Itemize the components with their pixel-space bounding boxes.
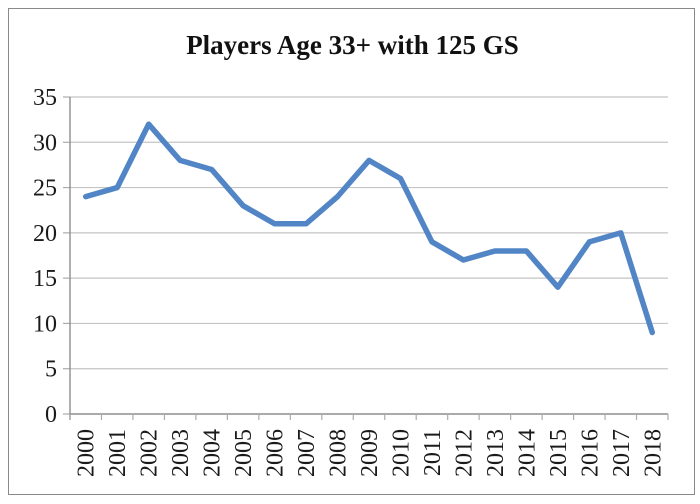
chart-title: Players Age 33+ with 125 GS <box>186 30 519 60</box>
y-axis-label: 10 <box>33 311 57 337</box>
y-axis-label: 0 <box>45 402 57 428</box>
x-axis-label: 2013 <box>483 429 509 477</box>
x-axis-label: 2010 <box>388 429 414 477</box>
y-axis-label: 30 <box>33 130 57 156</box>
x-axis-label: 2014 <box>514 429 540 477</box>
x-axis-label: 2009 <box>357 429 383 477</box>
x-axis-label: 2001 <box>105 429 131 477</box>
x-axis-label: 2007 <box>294 429 320 477</box>
y-axis-label: 15 <box>33 266 57 292</box>
x-axis-label: 2000 <box>74 429 100 477</box>
x-axis-label: 2008 <box>326 429 352 477</box>
x-axis-label: 2016 <box>577 429 603 477</box>
x-axis-label: 2002 <box>137 429 163 477</box>
y-axis-label: 5 <box>45 357 57 383</box>
x-axis-label: 2012 <box>451 429 477 477</box>
x-axis-label: 2004 <box>200 429 226 477</box>
x-axis-label: 2018 <box>640 429 666 477</box>
x-axis-label: 2005 <box>231 429 257 477</box>
y-axis-label: 25 <box>33 176 57 202</box>
y-axis-label: 20 <box>33 221 57 247</box>
x-axis-label: 2011 <box>420 429 446 476</box>
x-axis-label: 2017 <box>609 429 635 477</box>
x-axis-label: 2003 <box>168 429 194 477</box>
data-series-line <box>82 121 656 336</box>
x-axis-label: 2015 <box>546 429 572 477</box>
x-axis-label: 2006 <box>263 429 289 477</box>
y-axis-label: 35 <box>33 85 57 111</box>
